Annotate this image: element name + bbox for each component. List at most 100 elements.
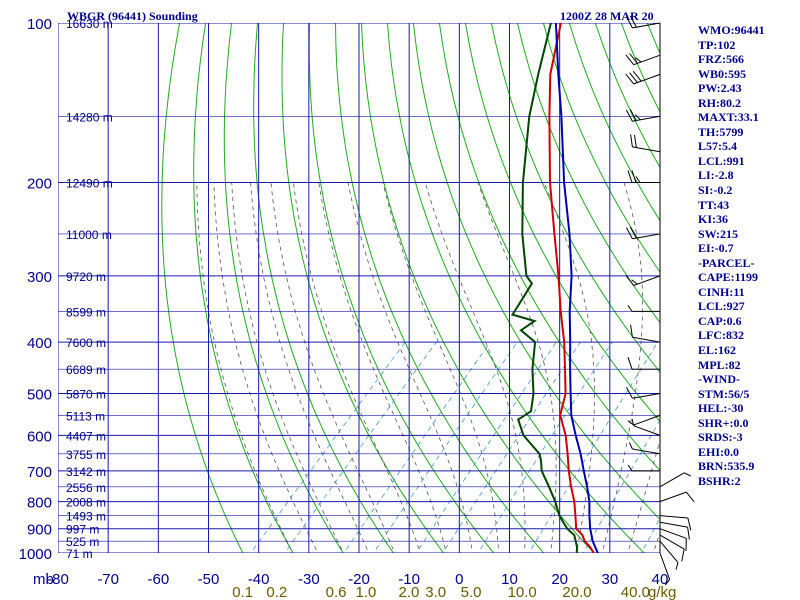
- mixing-ratio-unit-label: g/kg: [648, 584, 676, 600]
- mixing-ratio-line: [582, 419, 660, 553]
- mixing-ratio-label: 1.0: [355, 584, 376, 600]
- temperature-tick-label: -40: [248, 571, 270, 588]
- mixing-ratio-label: 0.6: [326, 584, 347, 600]
- height-label: 4407 m: [66, 429, 106, 443]
- mixing-ratio-label: 3.0: [425, 584, 446, 600]
- index-item: STM:56/5: [698, 386, 750, 401]
- height-label: 8599 m: [66, 305, 106, 319]
- wind-barb: [659, 472, 691, 488]
- height-label: 12490 m: [66, 177, 113, 191]
- index-item: CAP:0.6: [698, 313, 742, 328]
- height-label: 11000 m: [66, 228, 112, 242]
- temperature-tick-label: 40: [652, 571, 669, 588]
- index-item: TH:5799: [698, 124, 744, 139]
- profiles: [510, 23, 599, 553]
- wind-barb: [627, 357, 660, 370]
- dry-adiabat: [335, 23, 545, 553]
- temperature-tick-label: 30: [601, 571, 618, 588]
- pressure-unit-label: mb: [33, 571, 54, 588]
- parcel-line: [554, 23, 599, 553]
- pressure-tick-label: 300: [27, 269, 52, 286]
- mixing-ratio-line: [250, 341, 406, 553]
- wind-barb: [629, 442, 661, 455]
- dry-adiabat: [387, 23, 645, 553]
- mixing-ratio-line: [477, 341, 613, 553]
- index-item: RH:80.2: [698, 95, 741, 110]
- temperature-tick-label: -80: [47, 571, 69, 588]
- index-item: BSHR:2: [698, 473, 741, 488]
- temperature-line: [548, 23, 595, 553]
- mixing-ratio-line: [343, 341, 491, 553]
- index-item: CINH:11: [698, 284, 745, 299]
- dry-adiabat: [361, 23, 595, 553]
- mixing-ratio-label: 0.1: [232, 584, 253, 600]
- height-label: 2556 m: [66, 481, 106, 495]
- temperature-tick-label: -70: [97, 571, 119, 588]
- moist-adiabat: [382, 182, 499, 553]
- station-title: WBGR (96441) Sounding: [67, 9, 198, 23]
- index-item: LFC:832: [698, 328, 744, 343]
- index-item: LI:-2.8: [698, 168, 734, 183]
- mixing-ratio-line: [415, 341, 557, 553]
- wind-barb: [659, 540, 679, 570]
- moist-adiabat: [424, 182, 526, 553]
- index-item: MPL:82: [698, 357, 741, 372]
- dry-adiabat: [253, 23, 394, 553]
- height-label: 7600 m: [66, 336, 106, 350]
- moist-adiabat: [196, 182, 294, 553]
- index-item: EI:-0.7: [698, 241, 734, 256]
- dry-adiabat: [490, 23, 660, 373]
- moist-adiabat: [213, 182, 319, 553]
- wind-barb: [625, 386, 661, 399]
- wind-barb: [627, 414, 661, 426]
- dry-adiabat: [542, 23, 660, 273]
- index-item: WMO:96441: [698, 23, 765, 37]
- mixing-ratio-line: [284, 341, 437, 553]
- index-panel: WMO:96441 TP:102 FRZ:566 WB0:595 PW:2.43 RH:8…: [698, 23, 800, 489]
- index-item: LCL:991: [698, 153, 745, 168]
- height-label: 14280 m: [66, 110, 113, 124]
- mixing-ratio-line: [372, 341, 518, 553]
- moist-adiabat: [231, 182, 344, 553]
- mixing-ratio-line: [640, 517, 660, 553]
- pressure-tick-label: 1000: [19, 546, 52, 563]
- wind-barbs: [625, 15, 695, 586]
- height-label: 16630 m: [66, 17, 113, 31]
- mixing-ratio-label: 0.2: [266, 584, 287, 600]
- mixing-ratio-label: 5.0: [461, 584, 482, 600]
- wind-barb: [625, 109, 661, 122]
- dry-adiabat: [308, 23, 495, 553]
- moist-adiabat: [601, 182, 643, 553]
- wind-barb: [631, 418, 661, 436]
- index-item: LCL:927: [698, 299, 745, 314]
- grid: [58, 23, 660, 553]
- height-label: 3755 m: [66, 448, 106, 462]
- index-item: EHI:0.0: [698, 444, 740, 459]
- index-item: -PARCEL-: [698, 255, 755, 270]
- temperature-tick-label: -30: [298, 571, 320, 588]
- dewpoint-line: [510, 23, 579, 553]
- wind-barb: [659, 528, 687, 552]
- index-item: L57:5.4: [698, 139, 737, 154]
- height-label: 997 m: [66, 523, 99, 537]
- temperature-tick-label: -20: [348, 571, 370, 588]
- moist-adiabat: [543, 182, 595, 553]
- index-item: FRZ:566: [698, 52, 744, 67]
- dry-adiabat: [464, 23, 660, 423]
- index-item: MAXT:33.1: [698, 110, 759, 125]
- temperature-tick-label: -50: [198, 571, 220, 588]
- dry-adiabat: [438, 23, 660, 472]
- pressure-tick-label: 700: [27, 464, 52, 481]
- wind-barb: [627, 305, 660, 312]
- index-item: SHR+:0.0: [698, 415, 749, 430]
- wind-barb: [625, 70, 661, 85]
- moist-adiabat: [318, 182, 447, 553]
- index-item: HEL:-30: [698, 401, 744, 416]
- wind-barb: [630, 324, 661, 343]
- height-label: 3142 m: [66, 465, 106, 479]
- wind-barb: [625, 275, 661, 286]
- mixing-ratio-line: [442, 341, 581, 553]
- wind-barb: [659, 552, 671, 586]
- height-label: 5870 m: [66, 387, 106, 401]
- index-item: KI:36: [698, 212, 728, 227]
